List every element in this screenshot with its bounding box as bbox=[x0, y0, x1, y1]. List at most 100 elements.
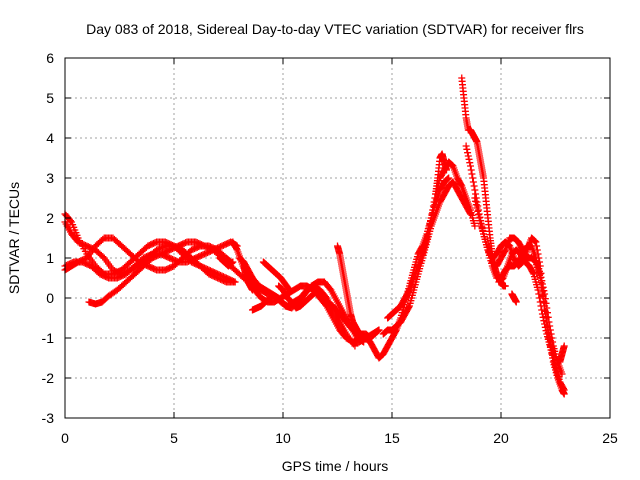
data-point bbox=[374, 327, 382, 335]
data-point bbox=[464, 149, 472, 157]
y-tick-label: 5 bbox=[46, 90, 54, 106]
data-point bbox=[538, 280, 546, 288]
data-point bbox=[466, 159, 474, 167]
x-tick-label: 15 bbox=[384, 430, 400, 446]
data-point bbox=[264, 295, 272, 303]
series-track-22 bbox=[488, 234, 568, 398]
data-point bbox=[229, 258, 237, 266]
data-point bbox=[501, 247, 509, 255]
data-point bbox=[472, 190, 480, 198]
y-tick-label: -3 bbox=[42, 410, 55, 426]
data-point bbox=[405, 287, 413, 295]
data-point bbox=[559, 385, 567, 393]
plot-frame bbox=[64, 57, 611, 419]
data-point bbox=[539, 313, 547, 321]
data-point bbox=[560, 342, 568, 350]
series-track-13 bbox=[248, 294, 274, 314]
data-point bbox=[427, 214, 435, 222]
data-point bbox=[426, 221, 434, 229]
y-tick-label: 2 bbox=[46, 210, 54, 226]
data-point bbox=[473, 204, 481, 212]
data-point bbox=[463, 145, 471, 153]
data-point bbox=[512, 298, 520, 306]
x-axis-label: GPS time / hours bbox=[282, 458, 389, 474]
data-point bbox=[560, 386, 568, 394]
axis-ticks: 0 5 10 15 20 25 -3 -2 -1 0 1 2 3 4 5 6 bbox=[42, 50, 618, 446]
y-tick-label: 6 bbox=[46, 50, 54, 66]
series-track-20 bbox=[462, 142, 557, 358]
x-tick-label: 5 bbox=[170, 430, 178, 446]
y-tick-label: 4 bbox=[46, 130, 54, 146]
data-point bbox=[445, 174, 453, 182]
data-point bbox=[248, 286, 256, 294]
data-point bbox=[474, 207, 482, 215]
data-point bbox=[536, 298, 544, 306]
data-point bbox=[464, 152, 472, 160]
chart-title: Day 083 of 2018, Sidereal Day-to-day VTE… bbox=[86, 21, 584, 37]
series-track-23 bbox=[495, 246, 568, 394]
data-point bbox=[541, 320, 549, 328]
data-point bbox=[457, 181, 465, 189]
data-point bbox=[472, 201, 480, 209]
data-point bbox=[467, 166, 475, 174]
y-tick-label: 3 bbox=[46, 170, 54, 186]
data-point bbox=[429, 202, 437, 210]
data-point bbox=[541, 323, 549, 331]
data-point bbox=[430, 198, 438, 206]
data-point bbox=[266, 294, 274, 302]
data-point bbox=[529, 269, 537, 277]
data-point bbox=[534, 286, 542, 294]
data-point bbox=[462, 142, 470, 150]
data-point bbox=[427, 217, 435, 225]
series-track-17 bbox=[384, 158, 479, 322]
data-point bbox=[469, 178, 477, 186]
series-track-25 bbox=[556, 342, 568, 366]
data-point bbox=[405, 303, 413, 311]
data-point bbox=[286, 286, 294, 294]
series-track-14 bbox=[334, 242, 363, 338]
data-point bbox=[530, 257, 538, 265]
x-tick-label: 20 bbox=[493, 430, 509, 446]
data-point bbox=[538, 306, 546, 314]
data-point bbox=[536, 294, 544, 302]
data-point bbox=[265, 295, 273, 303]
series-track-10 bbox=[240, 262, 256, 294]
data-point bbox=[425, 224, 433, 232]
data-point bbox=[542, 327, 550, 335]
x-tick-label: 25 bbox=[602, 430, 618, 446]
data-point bbox=[231, 278, 239, 286]
y-tick-label: -1 bbox=[42, 330, 55, 346]
data-point bbox=[227, 259, 235, 267]
data-point bbox=[428, 210, 436, 218]
x-tick-label: 10 bbox=[275, 430, 291, 446]
series-track-12 bbox=[259, 258, 294, 294]
data-point bbox=[471, 222, 479, 230]
data-point bbox=[424, 231, 432, 239]
data-point bbox=[424, 227, 432, 235]
y-tick-label: 0 bbox=[46, 290, 54, 306]
data-point bbox=[469, 174, 477, 182]
y-axis-label: SDTVAR / TECUs bbox=[6, 182, 22, 294]
data-point bbox=[465, 155, 473, 163]
data-point bbox=[423, 234, 431, 242]
data-point bbox=[232, 245, 240, 253]
data-point bbox=[443, 175, 451, 183]
data-point bbox=[468, 170, 476, 178]
data-point bbox=[471, 186, 479, 194]
data-point bbox=[537, 279, 545, 287]
series-track-24 bbox=[508, 290, 520, 306]
data-point bbox=[530, 237, 538, 245]
series-track-11 bbox=[216, 254, 237, 270]
data-point bbox=[471, 194, 479, 202]
data-point bbox=[429, 206, 437, 214]
data-point bbox=[470, 182, 478, 190]
data-point bbox=[535, 290, 543, 298]
data-point bbox=[228, 259, 236, 267]
data-points bbox=[61, 74, 568, 398]
data-point bbox=[466, 162, 474, 170]
data-point bbox=[443, 166, 450, 174]
data-point bbox=[474, 211, 482, 219]
data-point bbox=[539, 293, 547, 301]
data-point bbox=[431, 194, 439, 202]
